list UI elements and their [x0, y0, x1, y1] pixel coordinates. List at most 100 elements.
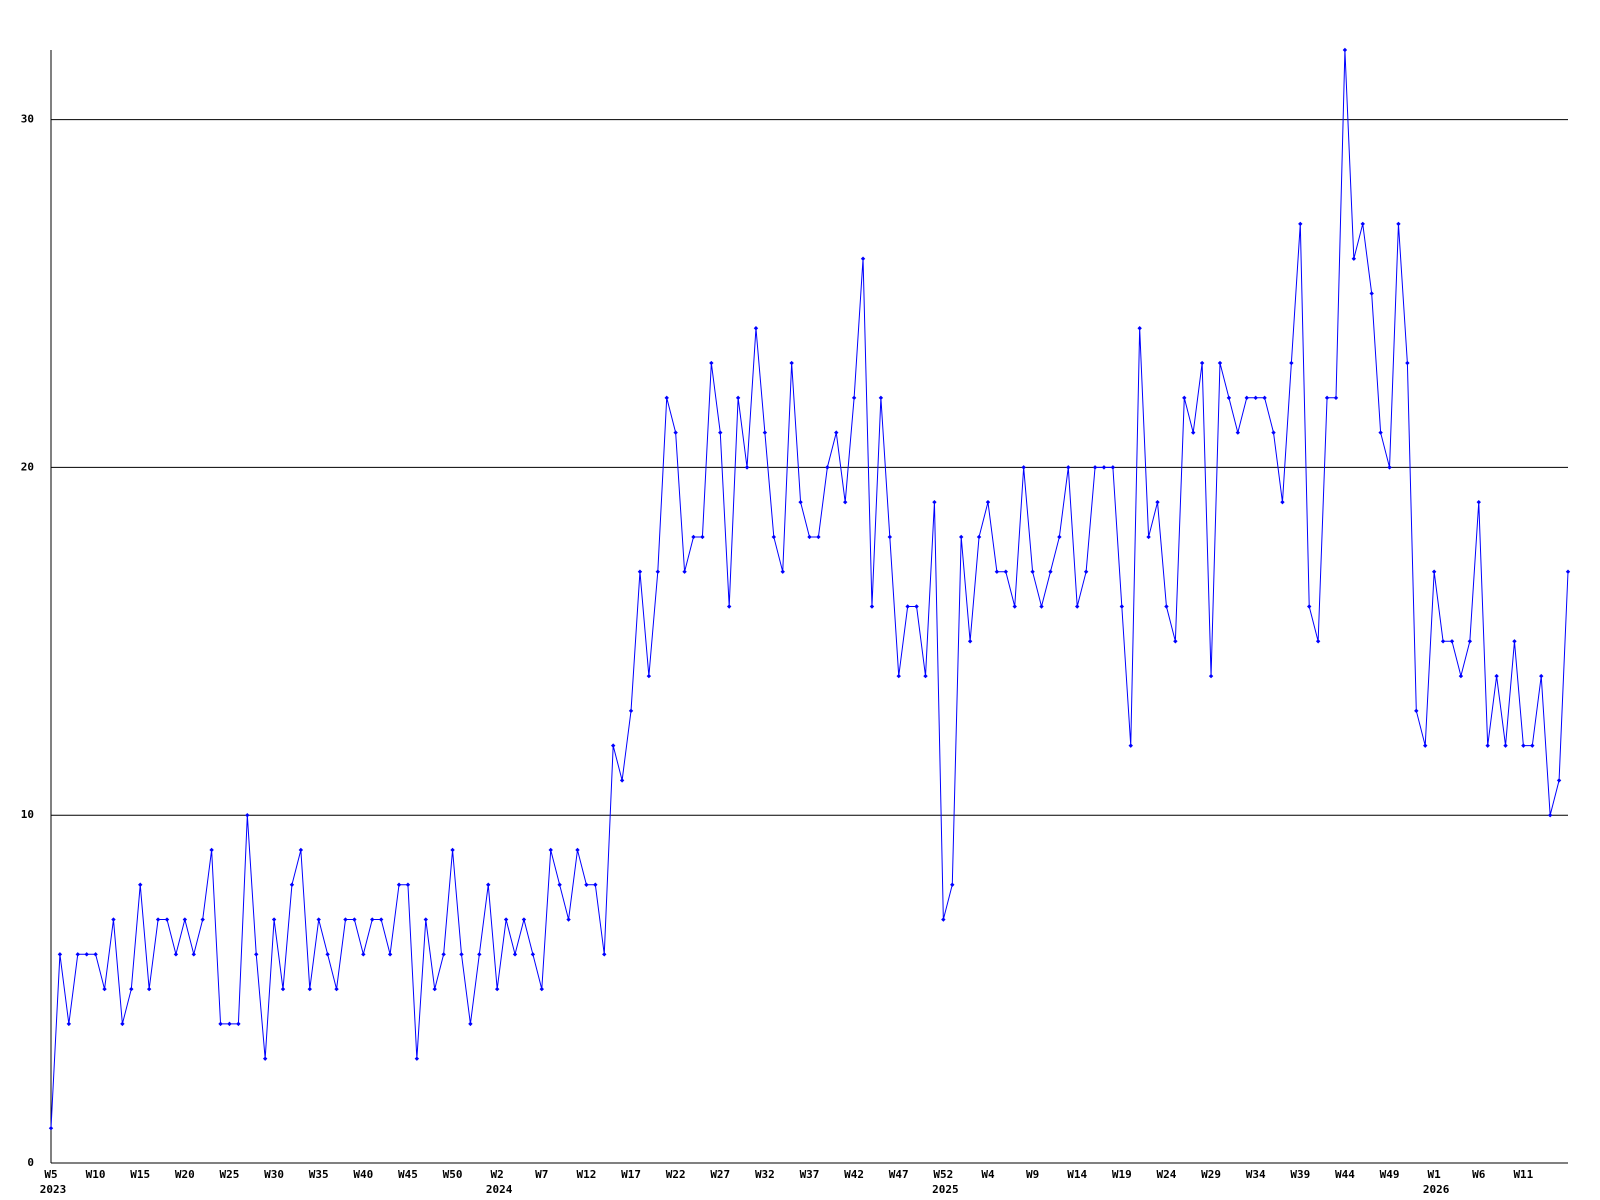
data-point — [66, 1021, 72, 1027]
data-point — [209, 847, 214, 853]
data-point — [1369, 291, 1374, 296]
data-point — [405, 882, 411, 887]
data-point — [120, 1021, 125, 1027]
data-point — [254, 952, 259, 957]
data-point — [735, 395, 741, 401]
data-point — [1539, 673, 1544, 679]
data-point — [307, 986, 312, 992]
data-point — [771, 534, 777, 540]
data-point — [682, 569, 687, 574]
x-tick-label: W22 — [666, 1168, 686, 1181]
x-tick-label: W7 — [535, 1168, 548, 1181]
data-point — [869, 604, 875, 609]
data-point — [1048, 569, 1053, 574]
data-point — [1423, 743, 1428, 748]
data-point — [673, 430, 678, 435]
data-point — [459, 952, 464, 957]
data-point — [619, 778, 625, 783]
x-tick-label: W32 — [755, 1168, 775, 1181]
data-point — [1414, 708, 1419, 714]
data-point — [655, 569, 660, 574]
data-point — [807, 534, 812, 540]
data-point — [343, 917, 348, 922]
data-line — [50, 49, 1569, 1129]
data-point — [146, 986, 152, 992]
data-point — [191, 952, 196, 957]
data-point — [1315, 639, 1321, 644]
data-point — [584, 882, 589, 887]
data-point — [512, 952, 518, 957]
data-point — [1226, 395, 1232, 401]
data-point — [396, 882, 402, 887]
data-point — [780, 569, 785, 574]
data-point — [84, 952, 89, 957]
data-point — [1217, 360, 1223, 366]
data-point — [539, 986, 544, 992]
data-point — [959, 534, 964, 540]
data-point — [245, 812, 250, 818]
data-point — [1342, 47, 1348, 53]
data-point — [1378, 430, 1383, 435]
data-point — [762, 430, 768, 435]
data-point — [352, 917, 357, 922]
data-point — [1476, 499, 1481, 505]
data-point — [548, 847, 553, 853]
year-label: 2023 — [40, 1183, 67, 1196]
x-tick-label: W24 — [1157, 1168, 1177, 1181]
data-point — [1235, 430, 1241, 435]
y-tick-label: 0 — [27, 1156, 34, 1169]
data-point — [334, 986, 339, 992]
x-tick-label: W25 — [220, 1168, 240, 1181]
data-point — [1449, 639, 1455, 644]
data-point — [361, 952, 366, 957]
data-point — [325, 952, 330, 957]
data-point — [218, 1021, 223, 1027]
year-label: 2026 — [1423, 1183, 1450, 1196]
data-point — [1012, 604, 1017, 609]
data-point — [138, 882, 143, 887]
data-point — [878, 395, 884, 401]
x-tick-label: W1 — [1428, 1168, 1442, 1181]
data-point — [1182, 395, 1187, 401]
data-point — [530, 952, 536, 957]
data-point — [1208, 673, 1214, 679]
x-tick-label: W40 — [353, 1168, 373, 1181]
data-point — [1101, 465, 1107, 470]
data-point — [182, 917, 188, 922]
data-point — [1431, 569, 1437, 574]
x-tick-label: W11 — [1513, 1168, 1533, 1181]
x-tick-label: W6 — [1472, 1168, 1486, 1181]
data-point — [236, 1021, 241, 1027]
data-point — [851, 395, 857, 401]
data-point — [1119, 604, 1125, 609]
data-point — [1191, 430, 1196, 435]
data-point — [700, 534, 705, 540]
data-point — [155, 917, 161, 922]
data-point — [575, 847, 580, 853]
x-tick-label: W49 — [1380, 1168, 1400, 1181]
data-point — [1360, 221, 1365, 227]
data-point — [387, 952, 393, 957]
x-tick-label: W4 — [981, 1168, 995, 1181]
data-point — [486, 882, 491, 887]
data-point — [1271, 430, 1276, 435]
x-tick-label: W17 — [621, 1168, 641, 1181]
data-point — [468, 1021, 473, 1027]
data-point — [423, 917, 428, 922]
data-point — [753, 326, 759, 331]
year-label: 2024 — [486, 1183, 513, 1196]
data-point — [521, 917, 527, 922]
data-point — [1405, 360, 1410, 366]
data-point — [1467, 639, 1473, 644]
data-point — [164, 917, 170, 922]
data-point — [1485, 743, 1490, 748]
data-point — [976, 534, 982, 540]
data-point — [637, 569, 643, 574]
x-tick-label: W52 — [933, 1168, 953, 1181]
data-point — [1092, 465, 1098, 470]
data-point — [111, 917, 116, 922]
data-point — [932, 499, 937, 505]
data-point — [905, 604, 910, 609]
x-tick-label: W9 — [1026, 1168, 1039, 1181]
